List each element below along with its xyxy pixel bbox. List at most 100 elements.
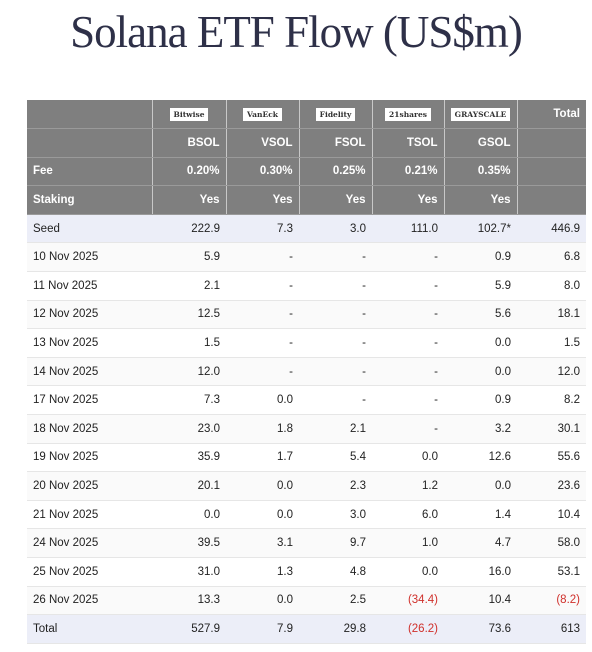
flow-cell: 222.9: [152, 214, 226, 244]
flow-cell: 12.0: [517, 357, 586, 387]
data-row: 24 Nov 2025 39.5 3.1 9.7 1.0 4.7 58.0: [27, 528, 586, 558]
ticker: VSOL: [226, 128, 300, 158]
flow-cell: 3.0: [299, 214, 372, 244]
brand-logo: GRAYSCALE: [450, 107, 511, 121]
flow-cell: 6.0: [372, 500, 444, 530]
flow-cell: 0.0: [444, 328, 517, 358]
empty-cell: [517, 157, 586, 187]
table-body: Bitwise VanEck Fidelity 21shares GRAYSCALE To…: [27, 100, 586, 644]
flow-cell: 3.1: [226, 528, 299, 558]
row-label: 14 Nov 2025: [27, 357, 152, 387]
brand-cell: VanEck: [226, 100, 300, 130]
flow-cell: 9.7: [299, 528, 372, 558]
brand-cell: Fidelity: [299, 100, 373, 130]
flow-cell: 0.0: [444, 471, 517, 501]
title: Solana ETF Flow (US$m): [70, 7, 523, 57]
brand-cell: 21shares: [372, 100, 445, 130]
row-label: 24 Nov 2025: [27, 528, 152, 558]
brand-logo: 21shares: [385, 107, 431, 121]
empty-cell: [27, 128, 153, 158]
row-label: 20 Nov 2025: [27, 471, 152, 501]
flow-cell: 0.0: [226, 500, 299, 530]
ticker: GSOL: [444, 128, 518, 158]
flow-cell: 102.7*: [444, 214, 517, 244]
brand-logo: VanEck: [243, 107, 282, 121]
staking-value: Yes: [444, 185, 518, 215]
data-row: 25 Nov 2025 31.0 1.3 4.8 0.0 16.0 53.1: [27, 557, 586, 587]
flow-cell: 0.0: [226, 385, 299, 416]
fee-value: 0.35%: [444, 157, 518, 187]
header-row: BSOL VSOL FSOL TSOL GSOL: [27, 128, 586, 158]
flow-cell: 4.8: [299, 557, 372, 587]
flow-cell: 0.0: [444, 357, 517, 387]
row-label: Staking: [27, 185, 153, 215]
flow-cell: 6.8: [517, 242, 586, 273]
data-row: 10 Nov 2025 5.9- - -0.9 6.8: [27, 242, 586, 273]
flow-cell: 5.9: [444, 271, 517, 301]
flow-cell: 0.0: [372, 443, 444, 473]
flow-cell: 1.5: [517, 328, 586, 358]
flow-cell: 39.5: [152, 528, 226, 558]
flow-cell: 31.0: [152, 557, 226, 587]
flow-cell: 13.3: [152, 586, 226, 616]
flow-cell: (26.2): [372, 614, 444, 644]
flow-cell: 2.3: [299, 471, 372, 501]
data-row: 11 Nov 2025 2.1- - -5.9 8.0: [27, 271, 586, 301]
flow-cell: 0.0: [226, 471, 299, 501]
data-row: 19 Nov 2025 35.9 1.7 5.4 0.0 12.6 55.6: [27, 443, 586, 473]
flow-cell: -: [372, 385, 444, 416]
flow-cell: 0.0: [152, 500, 226, 530]
flow-cell: 0.0: [372, 557, 444, 587]
flow-cell: -: [372, 357, 444, 387]
row-label: 18 Nov 2025: [27, 414, 152, 444]
data-row: 20 Nov 2025 20.1 0.0 2.3 1.2 0.0 23.6: [27, 471, 586, 501]
flow-cell: 1.8: [226, 414, 299, 444]
row-label: Seed: [27, 214, 152, 244]
flow-cell: -: [226, 242, 299, 273]
row-label: 12 Nov 2025: [27, 300, 152, 330]
row-label: 19 Nov 2025: [27, 443, 152, 473]
flow-cell: 53.1: [517, 557, 586, 587]
flow-cell: 73.6: [444, 614, 517, 644]
row-label: Fee: [27, 157, 153, 187]
data-row: 13 Nov 2025 1.5- - -0.0 1.5: [27, 328, 586, 358]
data-row: 21 Nov 2025 0.0 0.0 3.0 6.0 1.4 10.4: [27, 500, 586, 530]
flow-cell: -: [372, 328, 444, 358]
data-row: 14 Nov 2025 12.0- - -0.0 12.0: [27, 357, 586, 387]
empty-cell: [27, 100, 153, 130]
flow-cell: 1.2: [372, 471, 444, 501]
empty-cell: [517, 185, 586, 215]
fee-value: 0.21%: [372, 157, 445, 187]
staking-value: Yes: [372, 185, 445, 215]
flow-cell: 20.1: [152, 471, 226, 501]
flow-cell: 613: [517, 614, 586, 644]
flow-cell: 7.3: [226, 214, 299, 244]
empty-cell: [517, 128, 586, 158]
flow-cell: -: [226, 328, 299, 358]
flow-cell: -: [299, 271, 372, 301]
header-row: Bitwise VanEck Fidelity 21shares GRAYSCALE To…: [27, 100, 586, 130]
row-label: 26 Nov 2025: [27, 586, 152, 616]
flow-cell: 8.0: [517, 271, 586, 301]
fee-row: Fee 0.20% 0.30% 0.25% 0.21% 0.35%: [27, 157, 586, 187]
flow-cell: 446.9: [517, 214, 586, 244]
flow-cell: 10.4: [444, 586, 517, 616]
flow-cell: 1.7: [226, 443, 299, 473]
staking-value: Yes: [226, 185, 300, 215]
flow-cell: (34.4): [372, 586, 444, 616]
flow-cell: 5.9: [152, 242, 226, 273]
row-label: 25 Nov 2025: [27, 557, 152, 587]
flow-cell: 29.8: [299, 614, 372, 644]
flow-cell: 8.2: [517, 385, 586, 416]
flow-cell: 7.3: [152, 385, 226, 416]
flow-cell: 7.9: [226, 614, 299, 644]
fee-value: 0.30%: [226, 157, 300, 187]
flow-cell: -: [372, 300, 444, 330]
flow-cell: -: [372, 242, 444, 273]
fee-value: 0.25%: [299, 157, 373, 187]
flow-cell: 16.0: [444, 557, 517, 587]
flow-cell: 10.4: [517, 500, 586, 530]
flow-cell: 18.1: [517, 300, 586, 330]
row-label: Total: [27, 614, 152, 644]
